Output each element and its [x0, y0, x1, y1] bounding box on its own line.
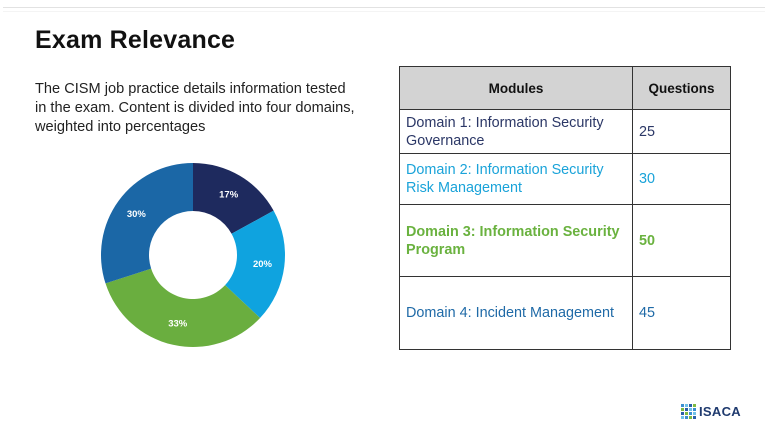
donut-label-3: 33%	[168, 318, 188, 329]
module-cell: Domain 2: Information Security Risk Mana…	[399, 153, 633, 205]
intro-paragraph: The CISM job practice details informatio…	[35, 81, 355, 135]
questions-cell: 30	[632, 153, 731, 205]
isaca-logo: ISACA	[681, 404, 741, 419]
slide-title: Exam Relevance	[35, 26, 236, 54]
column-header-modules: Modules	[399, 66, 633, 110]
donut-segment-4	[101, 163, 193, 284]
donut-label-2: 20%	[253, 259, 273, 270]
donut-segment-2	[225, 210, 285, 318]
donut-segment-1	[193, 163, 274, 234]
module-cell: Domain 1: Information Security Governanc…	[399, 109, 633, 154]
table-row: Domain 1: Information Security Governanc…	[399, 109, 731, 154]
table-row: Domain 3: Information Security Program 5…	[399, 204, 731, 277]
top-divider-shadow	[3, 11, 765, 12]
donut-segment-3	[105, 268, 261, 347]
table-header-row: Modules Questions	[399, 66, 731, 110]
isaca-mosaic-icon	[681, 404, 696, 419]
table-row: Domain 4: Incident Management 45	[399, 276, 731, 350]
module-cell: Domain 3: Information Security Program	[399, 204, 633, 277]
questions-cell: 50	[632, 204, 731, 277]
modules-table: Modules Questions Domain 1: Information …	[399, 66, 731, 350]
logo-wordmark: ISACA	[699, 404, 741, 419]
top-divider	[3, 7, 765, 8]
domain-weight-donut-chart: 17% 20% 33% 30%	[101, 163, 285, 347]
column-header-questions: Questions	[632, 66, 731, 110]
questions-cell: 45	[632, 276, 731, 350]
donut-label-1: 17%	[219, 190, 239, 201]
donut-label-4: 30%	[127, 209, 147, 220]
module-cell: Domain 4: Incident Management	[399, 276, 633, 350]
questions-cell: 25	[632, 109, 731, 154]
table-row: Domain 2: Information Security Risk Mana…	[399, 153, 731, 205]
